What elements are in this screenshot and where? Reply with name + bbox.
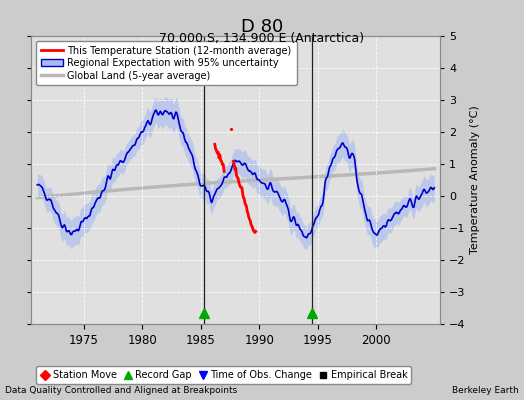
Legend: Station Move, Record Gap, Time of Obs. Change, Empirical Break: Station Move, Record Gap, Time of Obs. C… (36, 366, 411, 384)
Text: D 80: D 80 (241, 18, 283, 36)
Text: Data Quality Controlled and Aligned at Breakpoints: Data Quality Controlled and Aligned at B… (5, 386, 237, 395)
Text: 70.000 S, 134.900 E (Antarctica): 70.000 S, 134.900 E (Antarctica) (159, 32, 365, 45)
Text: Berkeley Earth: Berkeley Earth (452, 386, 519, 395)
Y-axis label: Temperature Anomaly (°C): Temperature Anomaly (°C) (470, 106, 480, 254)
